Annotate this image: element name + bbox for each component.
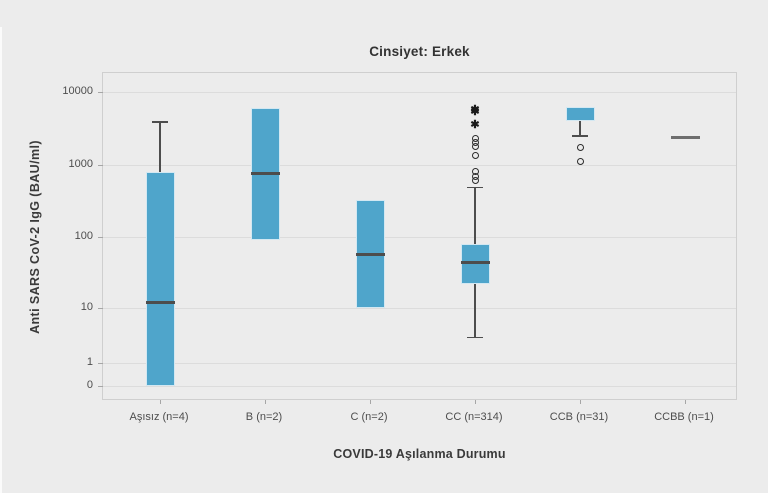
lower-whisker-stem bbox=[579, 121, 581, 136]
gridline-0 bbox=[103, 386, 736, 387]
y-tick-label: 10 bbox=[80, 301, 93, 313]
y-tick-mark bbox=[98, 92, 103, 93]
extreme-asterisk: ✱ bbox=[470, 104, 480, 117]
chart-title: Cinsiyet: Erkek bbox=[369, 44, 470, 59]
y-tick-mark bbox=[98, 237, 103, 238]
x-tick-label-1: Aşısız (n=4) bbox=[129, 411, 189, 423]
upper-whisker-stem bbox=[474, 186, 476, 244]
upper-whisker-stem bbox=[159, 121, 161, 172]
gridline-10000 bbox=[103, 92, 736, 93]
outlier-circle bbox=[471, 142, 479, 150]
x-tick-label-6: CCBB (n=1) bbox=[654, 411, 714, 423]
x-tick-mark bbox=[475, 400, 476, 404]
y-tick-mark bbox=[98, 386, 103, 387]
gridline-10 bbox=[103, 308, 736, 309]
outlier-circle bbox=[576, 143, 584, 151]
y-tick-mark bbox=[98, 363, 103, 364]
upper-whisker-cap bbox=[152, 121, 168, 123]
x-tick-mark bbox=[685, 400, 686, 404]
y-tick-mark bbox=[98, 308, 103, 309]
lower-whisker-stem bbox=[474, 283, 476, 337]
median-line-1 bbox=[145, 301, 175, 304]
x-tick-mark bbox=[580, 400, 581, 404]
outlier-circle bbox=[471, 176, 479, 184]
gridline-1 bbox=[103, 363, 736, 364]
outlier-circle bbox=[576, 157, 584, 165]
single-value-line-6 bbox=[670, 136, 700, 139]
lower-whisker-cap bbox=[467, 336, 483, 339]
x-tick-label-4: CC (n=314) bbox=[445, 411, 503, 423]
y-tick-label: 0 bbox=[86, 379, 93, 391]
outlier-circle bbox=[471, 151, 479, 159]
x-tick-label-5: CCB (n=31) bbox=[549, 411, 609, 423]
gridline-1000 bbox=[103, 165, 736, 166]
x-axis-label: COVID-19 Aşılanma Durumu bbox=[333, 447, 506, 461]
box-5 bbox=[565, 106, 595, 122]
plot-area: ✱ ✱ ✱ bbox=[98, 72, 737, 404]
extreme-asterisk: ✱ bbox=[470, 119, 480, 132]
left-edge-panel bbox=[0, 27, 2, 493]
x-tick-mark bbox=[160, 400, 161, 404]
median-line-3 bbox=[355, 253, 385, 256]
extreme-asterisk: ✱ bbox=[470, 106, 480, 119]
median-line-2 bbox=[250, 172, 280, 175]
median-line-4 bbox=[460, 261, 490, 264]
y-tick-label: 10000 bbox=[62, 85, 93, 97]
gridline-100 bbox=[103, 237, 736, 238]
y-tick-label: 1000 bbox=[68, 158, 93, 170]
x-tick-mark bbox=[370, 400, 371, 404]
lower-whisker-cap bbox=[572, 135, 588, 137]
x-tick-label-3: C (n=2) bbox=[350, 411, 388, 423]
y-tick-label: 1 bbox=[86, 356, 93, 368]
x-tick-label-2: B (n=2) bbox=[245, 411, 283, 423]
upper-whisker-cap bbox=[467, 186, 483, 189]
box-1 bbox=[145, 171, 175, 386]
y-tick-label: 100 bbox=[74, 230, 93, 242]
y-tick-mark bbox=[98, 165, 103, 166]
x-tick-mark bbox=[265, 400, 266, 404]
